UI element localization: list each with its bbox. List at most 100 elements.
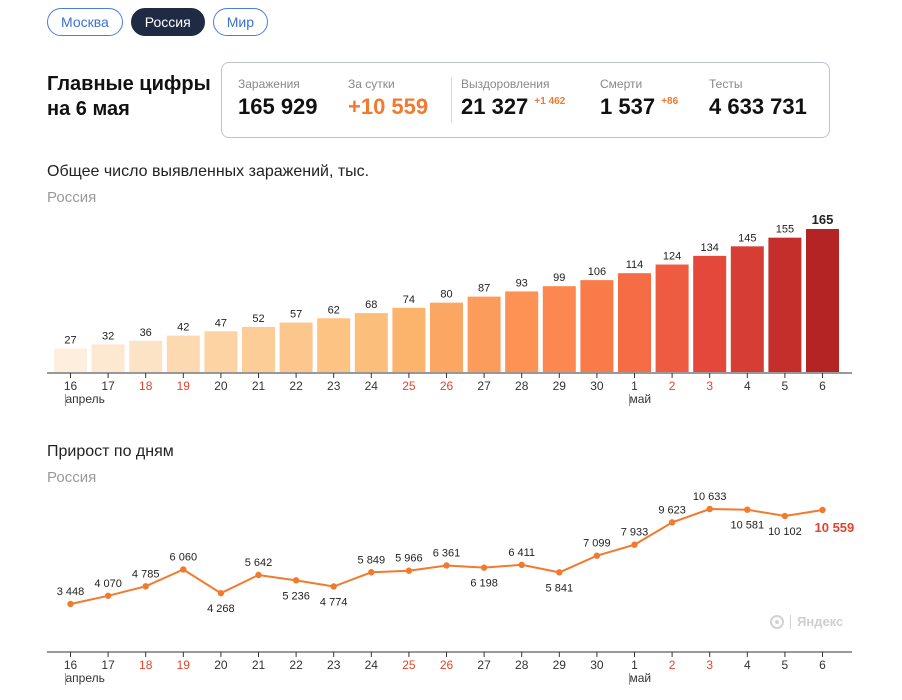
bar-value-label: 32 <box>102 330 114 342</box>
bar-chart-x-tick-label: 22 <box>289 379 303 393</box>
bar-chart-x-tick-label: 17 <box>101 379 115 393</box>
growth-point <box>744 506 751 513</box>
growth-value-label: 10 559 <box>815 520 855 535</box>
tab-russia[interactable]: Россия <box>130 8 205 36</box>
bar-value-label: 106 <box>588 266 606 278</box>
bar <box>655 264 689 372</box>
line-chart-x-tick-label: 16 <box>64 658 78 672</box>
bar-chart-x-tick-label: 29 <box>553 379 567 393</box>
bar-chart-x-tick-label: 19 <box>177 379 191 393</box>
bar-chart-x-tick-label: 25 <box>402 379 416 393</box>
bar <box>204 331 238 372</box>
bar-chart-x-tick-label: 28 <box>515 379 529 393</box>
bar <box>693 255 727 372</box>
growth-value-label: 5 966 <box>395 553 423 565</box>
growth-point <box>443 562 450 569</box>
tab-world[interactable]: Мир <box>212 8 268 36</box>
growth-value-label: 7 933 <box>621 527 649 539</box>
stat-deaths-value: 1 537 <box>600 94 656 119</box>
growth-value-label: 4 785 <box>132 568 160 580</box>
stat-tests-label: Тесты <box>709 77 743 91</box>
stat-recovered: Выздоровления 21 327 +1 462 <box>461 77 565 120</box>
region-tabs: Москва Россия Мир <box>47 8 268 36</box>
line-chart-x-tick-label: 26 <box>440 658 454 672</box>
bar-chart-x-tick-label: 3 <box>706 379 713 393</box>
bar-value-label: 47 <box>215 317 227 329</box>
line-chart-x-tick-label: 25 <box>402 658 416 672</box>
stat-deaths-delta: +86 <box>661 96 679 107</box>
growth-point <box>292 577 300 584</box>
line-chart-x-tick-label: 5 <box>782 658 789 672</box>
stats-panel: Заражения 165 929 За сутки +10 559 Выздо… <box>221 62 830 138</box>
headline-line2: на 6 мая <box>47 98 130 120</box>
bar-chart-x-tick-label: 5 <box>782 379 789 393</box>
line-chart-x-tick-label: 2 <box>669 658 676 672</box>
bar-chart-title: Общее число выявленных заражений, тыс. <box>47 163 370 180</box>
stat-per-day-value: +10 559 <box>348 94 429 119</box>
bar-value-label: 68 <box>365 299 377 311</box>
stat-infections-value: 165 929 <box>238 94 318 119</box>
bar-chart-x-tick-label: 21 <box>252 379 266 393</box>
growth-point <box>556 569 563 576</box>
growth-value-label: 3 448 <box>57 586 85 598</box>
bar-value-label: 74 <box>403 294 415 306</box>
stat-recovered-delta: +1 462 <box>534 96 566 107</box>
bar-value-label: 165 <box>812 212 834 227</box>
watermark-divider <box>790 614 791 629</box>
tab-moscow[interactable]: Москва <box>47 8 123 36</box>
growth-point <box>255 571 262 579</box>
bar-chart-subtitle: Россия <box>47 189 97 206</box>
bar-value-label: 57 <box>290 309 302 321</box>
line-chart-x-tick-label: 6 <box>819 658 826 672</box>
growth-value-label: 10 102 <box>768 526 802 538</box>
bar <box>806 229 839 372</box>
growth-point <box>142 583 149 590</box>
bar <box>317 318 351 372</box>
growth-point <box>104 592 112 599</box>
growth-value-label: 5 841 <box>546 582 574 594</box>
watermark-text: Яндекс <box>797 614 844 629</box>
bar-value-label: 134 <box>701 242 719 254</box>
yandex-logo-icon <box>770 614 784 629</box>
bar <box>166 335 200 372</box>
stat-recovered-label: Выздоровления <box>461 77 550 91</box>
line-chart-x-tick-label: 19 <box>177 658 191 672</box>
bar-chart-x-tick-label: 4 <box>744 379 751 393</box>
growth-point <box>631 541 638 548</box>
line-chart-x-tick-label: 23 <box>327 658 341 672</box>
growth-point <box>405 567 413 574</box>
growth-point <box>819 506 826 514</box>
growth-value-label: 7 099 <box>583 538 611 550</box>
stat-infections: Заражения 165 929 <box>238 77 318 120</box>
bar-chart-x-tick-label: 16 <box>64 379 78 393</box>
bar <box>129 340 163 372</box>
bar <box>91 344 125 372</box>
growth-point <box>781 512 789 520</box>
growth-value-label: 6 411 <box>508 547 535 559</box>
stat-tests-value: 4 633 731 <box>709 94 807 119</box>
line-chart-x-tick-label: 20 <box>214 658 228 672</box>
bar-value-label: 80 <box>440 289 452 301</box>
stat-infections-label: Заражения <box>238 77 300 91</box>
growth-value-label: 5 642 <box>245 557 273 569</box>
line-chart-x-tick-label: 18 <box>139 658 153 672</box>
bar-chart-x-tick-label: 24 <box>365 379 379 393</box>
growth-value-label: 6 060 <box>170 551 198 563</box>
growth-value-label: 10 581 <box>730 520 764 532</box>
growth-value-label: 10 633 <box>693 491 727 503</box>
bar-chart-month-label: апрель <box>66 392 105 406</box>
bar-chart-x-tick-label: 6 <box>819 379 826 393</box>
bar-value-label: 145 <box>738 232 756 244</box>
bar <box>54 348 87 372</box>
bar-value-label: 93 <box>516 277 528 289</box>
growth-point <box>67 600 74 608</box>
bar-value-label: 27 <box>64 335 76 347</box>
bar <box>580 280 614 372</box>
line-chart-x-tick-label: 28 <box>515 658 529 672</box>
growth-value-label: 5 236 <box>282 590 310 602</box>
bar-value-label: 42 <box>177 322 189 334</box>
page-title: Главные цифры на 6 мая <box>47 72 211 122</box>
bar-chart-x-tick-label: 23 <box>327 379 341 393</box>
line-chart-x-tick-label: 3 <box>706 658 713 672</box>
